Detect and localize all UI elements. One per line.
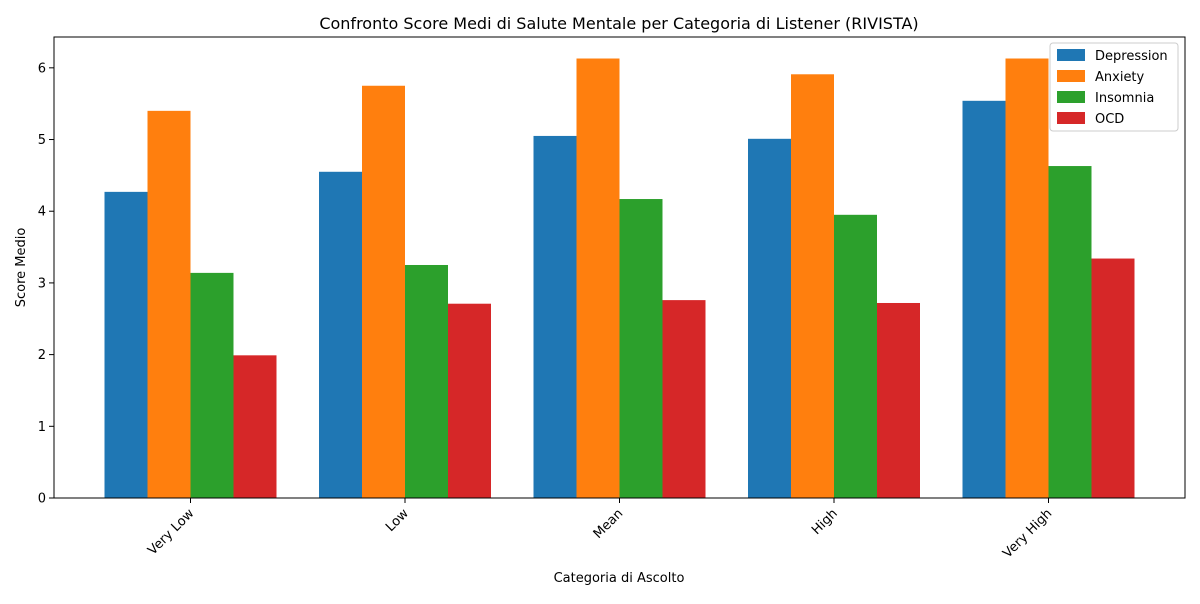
- x-tick-label: High: [809, 506, 841, 538]
- legend-frame: [1049, 42, 1179, 132]
- legend: Depression Anxiety Insomnia OCD: [1049, 42, 1179, 132]
- y-tick-label: 3: [38, 276, 46, 291]
- bar-anxiety-very-low: [147, 110, 191, 498]
- x-tick-label: Very Low: [145, 506, 197, 558]
- plot-frame: [53, 36, 1186, 499]
- x-tick-label: Mean: [591, 506, 627, 542]
- legend-label-anxiety: Anxiety: [1095, 70, 1145, 85]
- y-tick-label: 0: [38, 492, 46, 507]
- bar-insomnia-high: [834, 214, 877, 498]
- bar-insomnia-very-low: [190, 272, 234, 498]
- legend-label-insomnia: Insomnia: [1095, 91, 1154, 106]
- legend-swatch-insomnia: [1057, 91, 1085, 103]
- legend-swatch-anxiety: [1057, 70, 1085, 82]
- bar-ocd-high: [877, 302, 920, 498]
- x-axis: Very Low Low Mean High Very High: [145, 498, 1055, 561]
- legend-label-depression: Depression: [1095, 49, 1168, 64]
- x-tick-label: Very High: [1000, 506, 1055, 561]
- bar-insomnia-very-high: [1048, 166, 1092, 498]
- bar-ocd-low: [448, 303, 491, 498]
- bar-depression-very-low: [104, 191, 148, 499]
- y-tick-label: 5: [38, 133, 46, 148]
- y-tick-label: 1: [38, 420, 46, 435]
- bar-depression-high: [748, 138, 791, 498]
- legend-swatch-ocd: [1057, 112, 1085, 124]
- x-axis-label: Categoria di Ascolto: [554, 571, 685, 586]
- bar-depression-low: [319, 171, 362, 499]
- x-tick-label: Low: [383, 506, 412, 535]
- legend-swatch-depression: [1057, 49, 1085, 61]
- bar-ocd-mean: [662, 300, 706, 498]
- bar-depression-very-high: [962, 100, 1006, 498]
- y-tick-label: 6: [38, 61, 46, 76]
- y-tick-label: 2: [38, 348, 46, 363]
- bar-insomnia-mean: [619, 199, 663, 498]
- y-tick-label: 4: [38, 205, 46, 220]
- bar-anxiety-high: [791, 74, 834, 498]
- bar-ocd-very-low: [233, 355, 277, 498]
- bar-anxiety-low: [362, 85, 405, 499]
- legend-label-ocd: OCD: [1095, 112, 1124, 127]
- bar-ocd-very-high: [1091, 258, 1135, 498]
- bar-anxiety-mean: [576, 58, 620, 499]
- bar-anxiety-very-high: [1005, 58, 1049, 499]
- bar-insomnia-low: [405, 264, 448, 498]
- y-axis: 0 1 2 3 4 5 6: [38, 61, 54, 507]
- chart-title: Confronto Score Medi di Salute Mentale p…: [319, 14, 918, 33]
- bar-depression-mean: [533, 135, 577, 499]
- y-axis-label: Score Medio: [14, 228, 29, 308]
- bars-layer: [104, 58, 1135, 499]
